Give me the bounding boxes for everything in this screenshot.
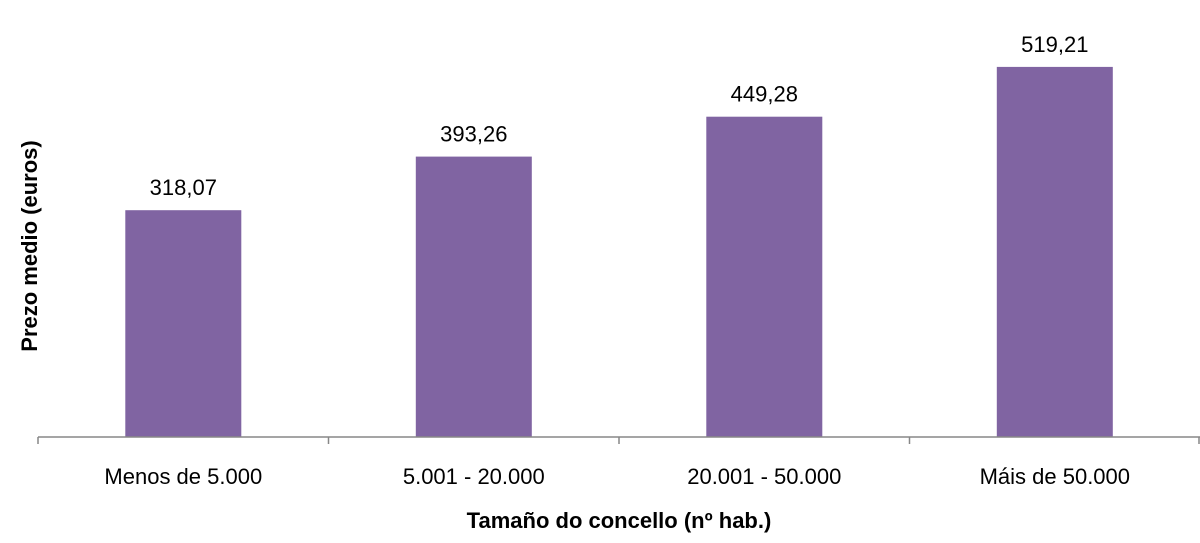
bars-group xyxy=(125,66,1113,438)
bar xyxy=(415,156,532,437)
x-axis-title: Tamaño do concello (nº hab.) xyxy=(467,508,772,533)
data-label: 393,26 xyxy=(440,122,507,147)
bar xyxy=(996,66,1113,438)
x-tick-label: Menos de 5.000 xyxy=(104,464,262,489)
y-axis-title: Prezo medio (euros) xyxy=(17,140,42,351)
x-tick-label: Máis de 50.000 xyxy=(980,464,1130,489)
data-label: 449,28 xyxy=(731,82,798,107)
value-labels-group: 318,07 393,26 449,28 519,21 xyxy=(150,32,1089,200)
data-label: 519,21 xyxy=(1021,32,1088,57)
tick-labels-group: Menos de 5.000 5.001 - 20.000 20.001 - 50.… xyxy=(104,464,1130,489)
data-label: 318,07 xyxy=(150,175,217,200)
x-tick-label: 20.001 - 50.000 xyxy=(687,464,841,489)
bar xyxy=(706,116,823,437)
bar xyxy=(125,210,242,437)
x-tick-label: 5.001 - 20.000 xyxy=(403,464,545,489)
x-ticks-group xyxy=(37,437,1200,444)
